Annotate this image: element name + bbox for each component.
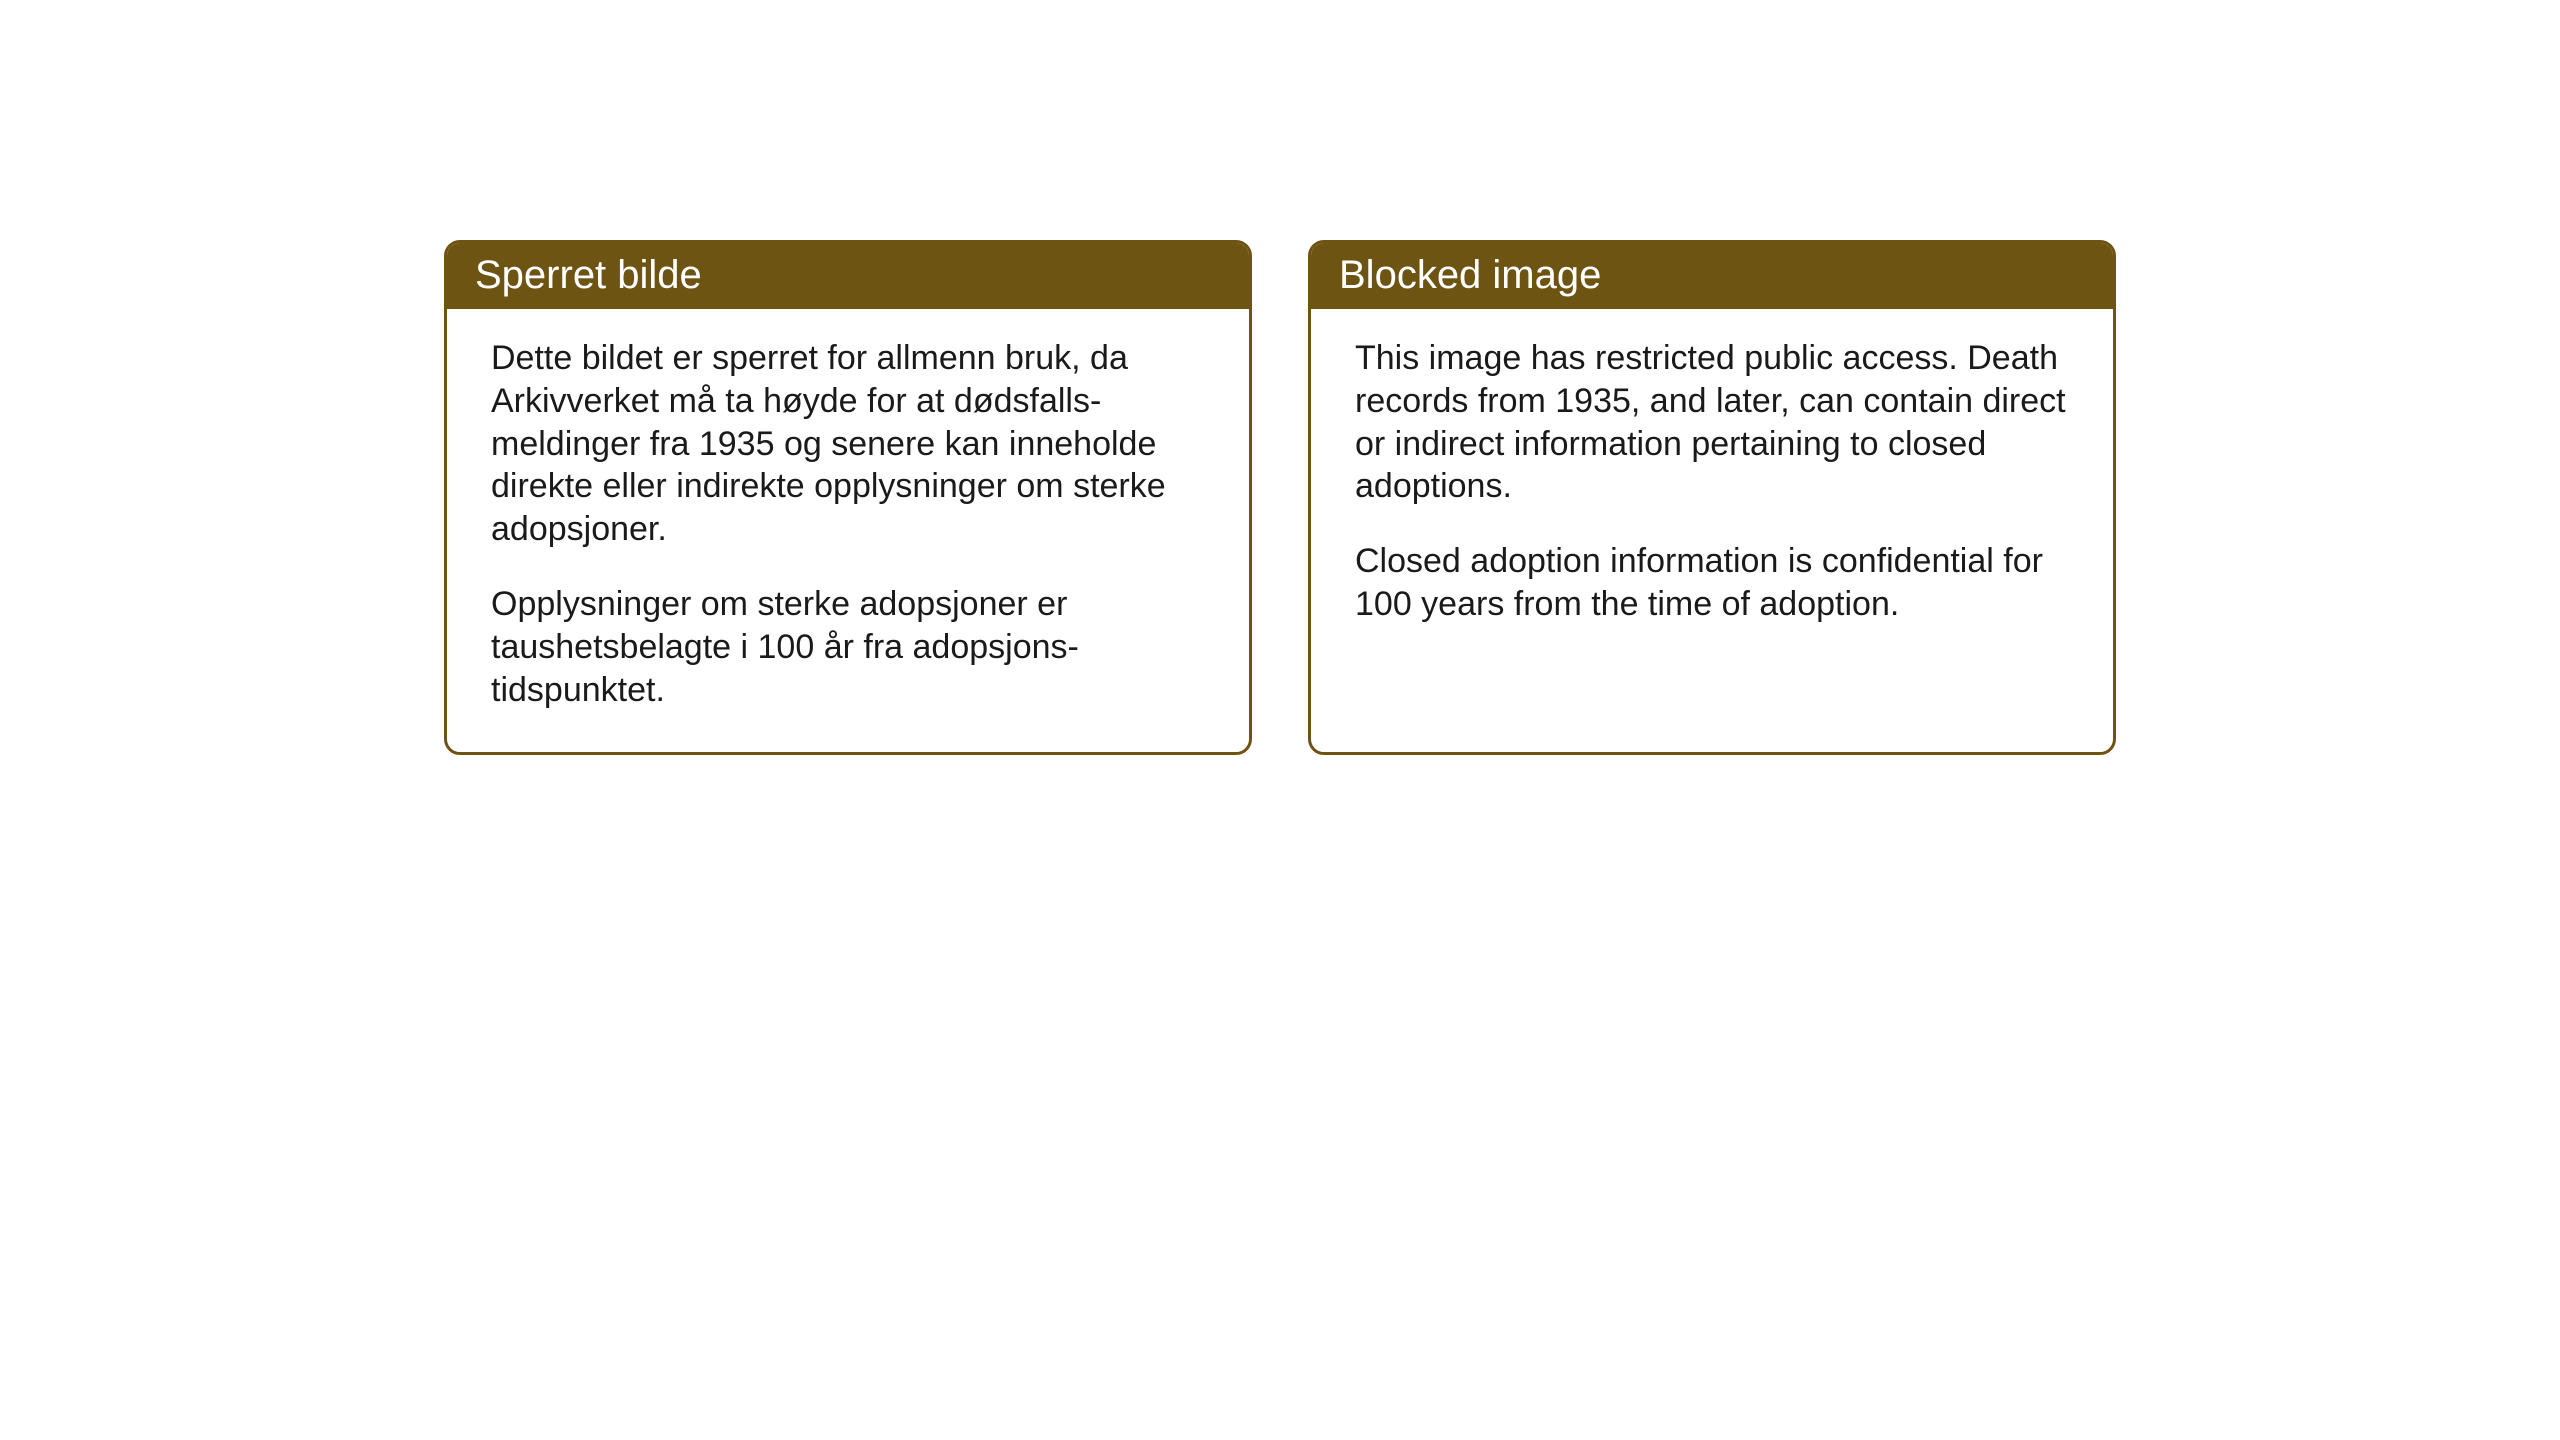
- notice-box-norwegian: Sperret bilde Dette bildet er sperret fo…: [444, 240, 1252, 755]
- notice-header-norwegian: Sperret bilde: [447, 243, 1249, 309]
- notice-paragraph: Closed adoption information is confident…: [1355, 540, 2069, 626]
- notice-body-norwegian: Dette bildet er sperret for allmenn bruk…: [447, 309, 1249, 752]
- notice-body-english: This image has restricted public access.…: [1311, 309, 2113, 666]
- notice-paragraph: Dette bildet er sperret for allmenn bruk…: [491, 337, 1205, 551]
- notice-paragraph: Opplysninger om sterke adopsjoner er tau…: [491, 583, 1205, 711]
- notice-paragraph: This image has restricted public access.…: [1355, 337, 2069, 508]
- notices-container: Sperret bilde Dette bildet er sperret fo…: [444, 240, 2116, 755]
- notice-box-english: Blocked image This image has restricted …: [1308, 240, 2116, 755]
- notice-header-english: Blocked image: [1311, 243, 2113, 309]
